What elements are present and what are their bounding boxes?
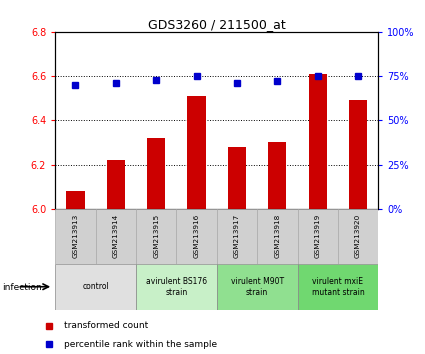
Text: percentile rank within the sample: percentile rank within the sample: [64, 340, 217, 349]
Bar: [298, 264, 378, 310]
Bar: [176, 209, 217, 264]
Title: GDS3260 / 211500_at: GDS3260 / 211500_at: [148, 18, 286, 31]
Bar: [136, 264, 217, 310]
Text: GSM213918: GSM213918: [274, 214, 280, 258]
Text: GSM213914: GSM213914: [113, 214, 119, 258]
Bar: [66, 191, 85, 209]
Bar: [55, 209, 96, 264]
Bar: [298, 209, 338, 264]
Bar: [349, 101, 367, 209]
Bar: [338, 209, 378, 264]
Text: GSM213916: GSM213916: [193, 214, 200, 258]
Bar: [187, 96, 206, 209]
Text: GSM213917: GSM213917: [234, 214, 240, 258]
Bar: [217, 264, 298, 310]
Text: GSM213920: GSM213920: [355, 214, 361, 258]
Bar: [309, 74, 327, 209]
Text: virulent M90T
strain: virulent M90T strain: [230, 277, 284, 297]
Bar: [107, 160, 125, 209]
Bar: [96, 209, 136, 264]
Text: GSM213915: GSM213915: [153, 214, 159, 258]
Text: control: control: [82, 282, 109, 291]
Bar: [228, 147, 246, 209]
Text: GSM213913: GSM213913: [72, 214, 79, 258]
Text: virulent mxiE
mutant strain: virulent mxiE mutant strain: [312, 277, 364, 297]
Text: infection: infection: [2, 283, 42, 292]
Bar: [217, 209, 257, 264]
Bar: [257, 209, 298, 264]
Text: transformed count: transformed count: [64, 321, 148, 331]
Text: avirulent BS176
strain: avirulent BS176 strain: [146, 277, 207, 297]
Bar: [147, 138, 165, 209]
Bar: [136, 209, 176, 264]
Text: GSM213919: GSM213919: [314, 214, 321, 258]
Bar: [268, 142, 286, 209]
Bar: [55, 264, 136, 310]
